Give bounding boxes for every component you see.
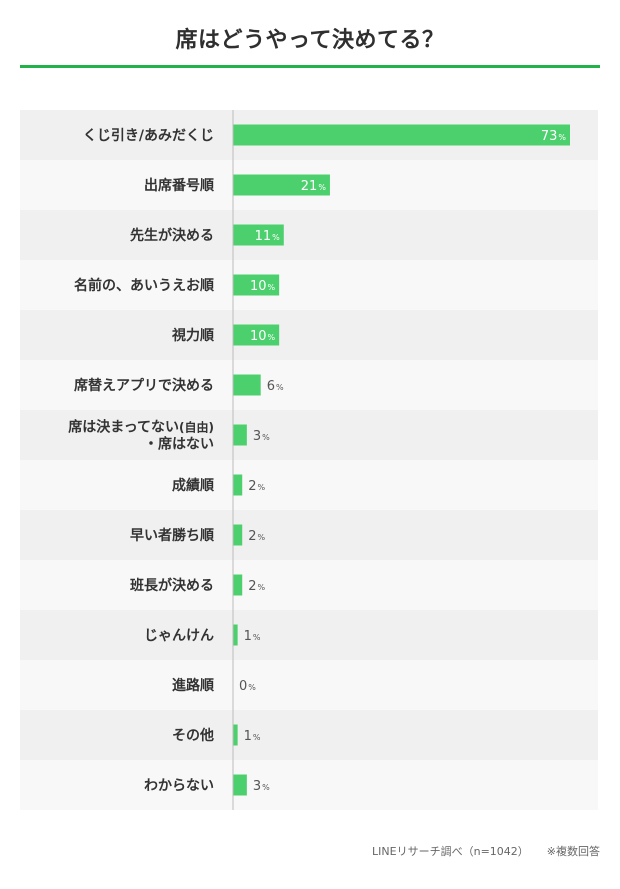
value-label: 2% <box>248 579 265 594</box>
category-label: くじ引き/あみだくじ <box>83 128 214 144</box>
category-label: 早い者勝ち順 <box>130 527 215 544</box>
value-label: 0% <box>239 679 256 694</box>
multiple-answer-note: ※複数回答 <box>546 845 600 858</box>
row-background <box>20 660 598 710</box>
value-label: 10% <box>250 329 276 344</box>
category-label: 成績順 <box>172 477 215 494</box>
row-background <box>20 760 598 810</box>
value-label: 10% <box>250 279 276 294</box>
bar <box>233 174 330 196</box>
bar <box>233 574 243 596</box>
row-background <box>20 310 598 360</box>
category-label: わからない <box>144 778 214 794</box>
row-background <box>20 610 598 660</box>
footnote: LINEリサーチ調べ（n=1042） ※複数回答 <box>372 843 600 859</box>
category-label: 視力順 <box>171 327 215 344</box>
value-label: 3% <box>253 429 270 444</box>
bar <box>233 274 280 296</box>
chart-title: 席はどうやって決めてる？ <box>175 28 445 53</box>
bar <box>233 474 243 496</box>
value-label: 11% <box>255 229 281 244</box>
bar <box>233 224 284 246</box>
value-label: 21% <box>301 179 327 194</box>
category-label: 進路順 <box>172 677 215 694</box>
category-label: その他 <box>172 727 214 744</box>
row-background <box>20 260 598 310</box>
value-label: 6% <box>267 379 284 394</box>
category-label: じゃんけん <box>144 628 214 644</box>
value-label: 2% <box>248 529 265 544</box>
bar-chart: くじ引き/あみだくじ 73% 出席番号順 21% 先生が決める 11% 名前の、あいうえお順… <box>20 110 598 810</box>
category-label: 出席番号順 <box>144 177 215 194</box>
bar <box>233 774 247 796</box>
bar <box>233 424 247 446</box>
row-background <box>20 560 598 610</box>
category-label: 先生が決める <box>130 227 214 244</box>
category-label: 名前の、あいうえお順 <box>74 277 215 294</box>
category-label: 席は決まってない(自由)・席はない <box>68 419 214 453</box>
bar <box>233 724 238 746</box>
value-label: 3% <box>253 779 270 794</box>
bar <box>233 324 280 346</box>
row-background <box>20 360 598 410</box>
source-note: LINEリサーチ調べ（n=1042） <box>372 845 529 858</box>
title-underline <box>20 65 600 68</box>
category-label: 班長が決める <box>130 577 214 594</box>
row-background <box>20 710 598 760</box>
row-background <box>20 460 598 510</box>
category-label: 席替えアプリで決める <box>74 377 214 394</box>
value-label: 1% <box>244 629 261 644</box>
row-background <box>20 410 598 460</box>
bar <box>233 124 570 146</box>
value-label: 1% <box>244 729 261 744</box>
bar <box>233 624 238 646</box>
row-background <box>20 210 598 260</box>
bar <box>233 374 261 396</box>
row-background <box>20 510 598 560</box>
value-label: 73% <box>541 129 567 144</box>
value-label: 2% <box>248 479 265 494</box>
bar <box>233 524 243 546</box>
